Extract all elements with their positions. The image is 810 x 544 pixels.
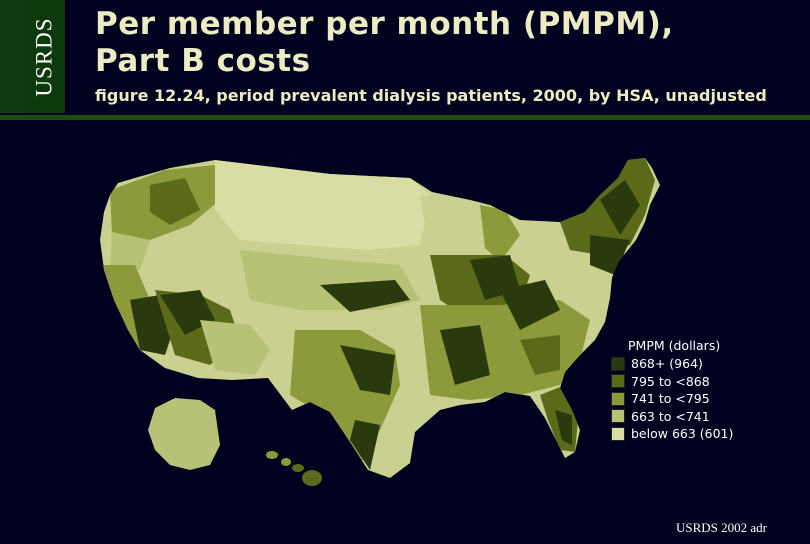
legend-swatch bbox=[611, 409, 625, 424]
us-map-svg bbox=[100, 158, 660, 486]
legend-swatch bbox=[611, 426, 625, 441]
legend: PMPM (dollars) 868+ (964) 795 to <868 741 … bbox=[611, 338, 733, 443]
legend-label: 663 to <741 bbox=[631, 408, 710, 424]
legend-swatch bbox=[611, 374, 625, 389]
legend-item: 663 to <741 bbox=[611, 408, 733, 426]
sidebar-tab: USRDS bbox=[26, 0, 63, 113]
page-title: Per member per month (PMPM), Part B cost… bbox=[95, 6, 674, 80]
legend-label: below 663 (601) bbox=[631, 426, 734, 442]
header-divider bbox=[0, 115, 810, 120]
legend-label: 741 to <795 bbox=[631, 391, 710, 407]
sidebar: USRDS bbox=[0, 0, 65, 113]
legend-item: 795 to <868 bbox=[611, 373, 733, 391]
legend-items: 868+ (964) 795 to <868 741 to <795 663 to <… bbox=[611, 355, 733, 443]
title-line-1: Per member per month (PMPM), bbox=[95, 6, 674, 42]
legend-item: 868+ (964) bbox=[611, 355, 733, 373]
legend-swatch bbox=[611, 391, 625, 406]
legend-label: 868+ (964) bbox=[631, 356, 703, 372]
legend-item: below 663 (601) bbox=[611, 425, 733, 443]
alaska bbox=[148, 398, 220, 470]
footer-credit: USRDS 2002 adr bbox=[676, 520, 768, 535]
legend-label: 795 to <868 bbox=[631, 373, 710, 389]
title-line-2: Part B costs bbox=[95, 43, 311, 79]
hawaii bbox=[266, 451, 322, 486]
sidebar-label: USRDS bbox=[31, 16, 57, 97]
page-subtitle: figure 12.24, period prevalent dialysis … bbox=[95, 86, 767, 105]
legend-title: PMPM (dollars) bbox=[628, 338, 721, 353]
header bbox=[65, 0, 810, 113]
us-map bbox=[0, 120, 810, 540]
legend-swatch bbox=[611, 356, 625, 371]
legend-item: 741 to <795 bbox=[611, 390, 733, 408]
